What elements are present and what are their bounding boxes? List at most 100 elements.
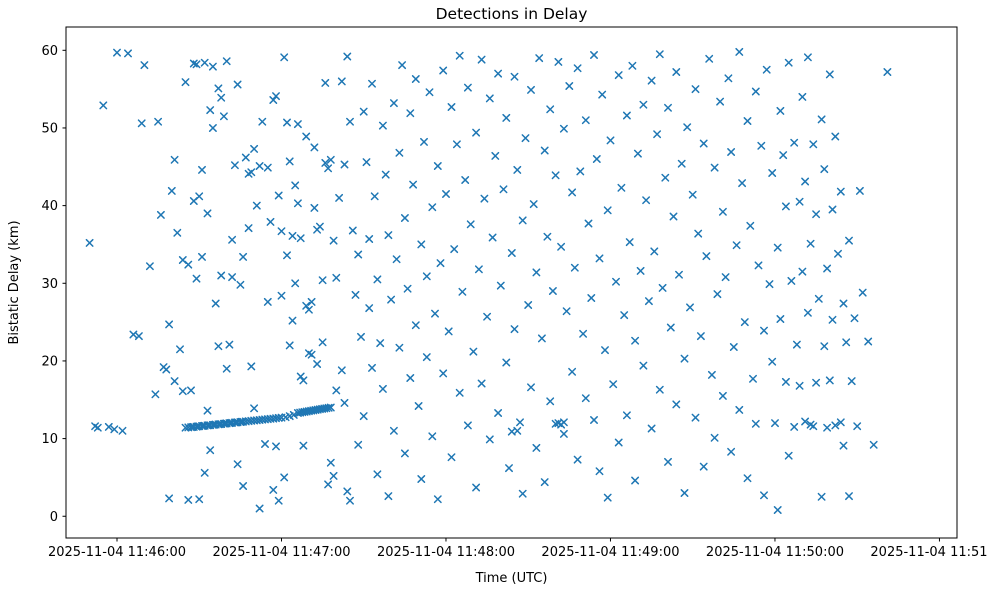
- scatter-point: [258, 117, 267, 126]
- scatter-point: [502, 113, 511, 122]
- scatter-point: [321, 158, 330, 167]
- scatter-point: [765, 280, 774, 289]
- scatter-point: [790, 138, 799, 147]
- scatter-point: [828, 205, 837, 214]
- scatter-point: [581, 394, 590, 403]
- scatter-point: [463, 421, 472, 430]
- scatter-point: [472, 483, 481, 492]
- scatter-point: [406, 109, 415, 118]
- scatter-point: [477, 55, 486, 64]
- scatter-point: [576, 167, 585, 176]
- scatter-point: [699, 139, 708, 148]
- scatter-point: [452, 140, 461, 149]
- scatter-point: [447, 103, 456, 111]
- scatter-point: [546, 105, 555, 114]
- scatter-point: [535, 54, 544, 63]
- x-tick-label: 2025-11-04 11:47:00: [212, 545, 350, 560]
- scatter-point: [346, 496, 354, 505]
- scatter-point: [781, 377, 790, 386]
- scatter-point: [118, 426, 127, 435]
- scatter-point: [633, 149, 642, 158]
- scatter-point: [124, 49, 132, 58]
- scatter-point: [165, 494, 174, 503]
- scatter-point: [313, 360, 322, 368]
- scatter-point: [310, 143, 319, 152]
- scatter-point: [340, 398, 349, 407]
- scatter-point: [666, 323, 675, 332]
- scatter-point: [433, 162, 442, 170]
- scatter-point: [170, 155, 179, 164]
- scatter-point: [184, 260, 193, 269]
- scatter-point: [792, 340, 801, 349]
- scatter-point: [417, 240, 426, 249]
- scatter-point: [241, 153, 250, 162]
- scatter-point: [299, 441, 308, 450]
- scatter-point: [288, 231, 297, 240]
- scatter-point: [669, 212, 678, 221]
- scatter-point: [554, 57, 563, 66]
- scatter-point: [384, 492, 393, 501]
- scatter-point: [724, 74, 733, 83]
- scatter-point: [93, 423, 102, 432]
- scatter-point: [450, 245, 459, 254]
- scatter-point: [214, 342, 223, 351]
- scatter-point: [639, 361, 648, 370]
- scatter-point: [378, 384, 387, 393]
- scatter-point: [428, 203, 437, 212]
- scatter-point: [812, 210, 821, 219]
- scatter-point: [694, 229, 703, 238]
- scatter-point: [417, 475, 426, 483]
- scatter-point: [491, 151, 500, 160]
- scatter-point: [222, 57, 231, 66]
- scatter-point: [559, 124, 568, 133]
- scatter-point: [225, 340, 234, 349]
- scatter-point: [310, 203, 319, 212]
- scatter-point: [217, 271, 226, 280]
- scatter-point: [455, 388, 464, 397]
- x-axis-label: Time (UTC): [475, 571, 548, 586]
- scatter-point: [644, 297, 653, 306]
- scatter-point: [134, 332, 143, 341]
- y-tick-label: 50: [41, 121, 58, 136]
- scatter-point: [176, 345, 184, 354]
- scatter-point: [395, 343, 404, 352]
- scatter-point: [664, 103, 672, 112]
- scatter-point: [400, 449, 409, 458]
- scatter-point: [239, 252, 248, 261]
- scatter-point: [318, 276, 327, 285]
- scatter-point: [494, 409, 503, 417]
- scatter-point: [192, 60, 201, 69]
- scatter-point: [411, 321, 420, 330]
- scatter-point: [518, 216, 527, 225]
- scatter-point: [675, 270, 683, 279]
- scatter-point: [817, 115, 826, 124]
- scatter-point: [677, 159, 686, 168]
- scatter-point: [428, 432, 437, 441]
- scatter-point: [368, 363, 376, 372]
- scatter-point: [340, 160, 349, 169]
- scatter-point: [269, 485, 278, 494]
- scatter-point: [154, 117, 163, 126]
- scatter-point: [219, 112, 228, 121]
- scatter-point: [485, 94, 494, 103]
- scatter-point: [280, 473, 289, 482]
- scatter-point: [839, 441, 848, 450]
- scatter-point: [272, 442, 280, 451]
- scatter-point: [505, 464, 513, 473]
- scatter-point: [754, 261, 763, 270]
- scatter-point: [836, 418, 845, 427]
- scatter-point: [398, 61, 407, 70]
- scatter-point: [359, 412, 368, 421]
- scatter-point: [233, 80, 242, 89]
- scatter-point: [299, 376, 308, 385]
- scatter-point: [307, 297, 316, 306]
- scatter-point: [494, 69, 503, 78]
- scatter-point: [647, 424, 656, 433]
- scatter-point: [285, 157, 294, 166]
- scatter-point: [581, 116, 590, 125]
- scatter-point: [203, 406, 212, 415]
- scatter-point: [439, 66, 448, 75]
- scatter-point: [474, 265, 483, 274]
- scatter-point: [828, 315, 837, 324]
- scatter-point: [570, 263, 579, 272]
